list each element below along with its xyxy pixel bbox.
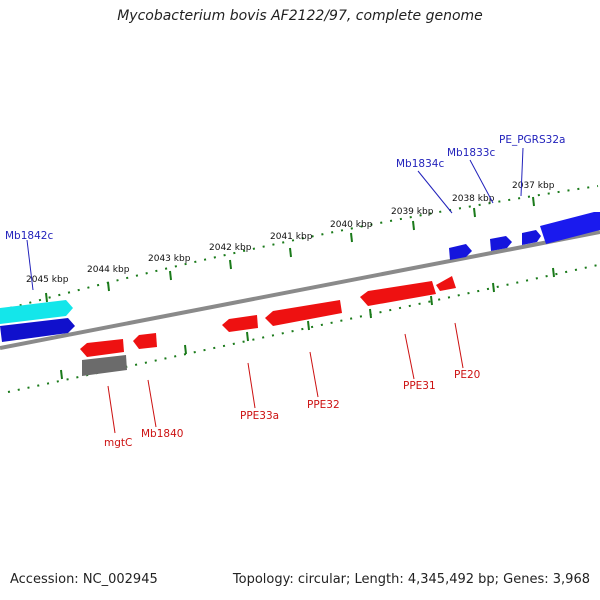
gene-label-ppe33a[interactable]: PPE33a: [240, 410, 279, 422]
inner-ruler-tick: [246, 331, 249, 342]
ruler-label-2043: 2043 kbp: [148, 254, 191, 264]
ruler-label-2045: 2045 kbp: [26, 275, 69, 285]
leader-lines: [26, 147, 524, 291]
ruler-label-2044: 2044 kbp: [87, 265, 130, 275]
gene-label-mb1834c[interactable]: Mb1834c: [396, 158, 444, 170]
inner-ruler-tick: [184, 344, 187, 355]
gene-arrow-forward[interactable]: [0, 318, 75, 342]
inner-ruler-track: [7, 264, 599, 393]
ruler-tick: [107, 281, 110, 292]
outer-ruler-track: [9, 185, 599, 309]
leader-line: [454, 322, 464, 369]
ruler-label-2041: 2041 kbp: [270, 232, 313, 242]
ruler-label-2038: 2038 kbp: [452, 194, 495, 204]
gene-arrow-reverse[interactable]: [360, 281, 436, 306]
leader-line: [469, 159, 494, 204]
leader-line: [107, 385, 116, 434]
gene-arrow-forward[interactable]: [522, 230, 541, 245]
gene-arrow-reverse-gray[interactable]: [82, 355, 127, 376]
gene-arrow-reverse[interactable]: [222, 315, 258, 332]
gene-label-mgtc[interactable]: mgtC: [104, 437, 132, 449]
gene-label-ppe31[interactable]: PPE31: [403, 380, 436, 392]
leader-line: [520, 147, 524, 197]
genome-backbone: [0, 230, 600, 350]
gene-label-pe-pgrs32a[interactable]: PE_PGRS32a: [499, 134, 565, 146]
reverse-genes: [80, 276, 456, 376]
inner-ruler-tick: [430, 295, 433, 306]
ruler-tick: [532, 196, 535, 207]
gene-arrow-forward-cyan[interactable]: [0, 300, 73, 324]
ruler-label-2039: 2039 kbp: [391, 207, 434, 217]
gene-arrow-reverse[interactable]: [80, 339, 124, 357]
gene-arrow-reverse[interactable]: [133, 333, 157, 349]
ruler-label-2040: 2040 kbp: [330, 220, 373, 230]
inner-ruler-tick: [552, 267, 555, 278]
ruler-label-2042: 2042 kbp: [209, 243, 252, 253]
leader-line: [309, 351, 319, 398]
gene-label-ppe32[interactable]: PPE32: [307, 399, 340, 411]
accession-text: Accession: NC_002945: [10, 572, 158, 587]
gene-label-pe20[interactable]: PE20: [454, 369, 480, 381]
gene-arrow-forward[interactable]: [540, 212, 600, 244]
ruler-ticks: [45, 196, 535, 303]
ruler-label-2037: 2037 kbp: [512, 181, 555, 191]
gene-arrow-forward[interactable]: [490, 236, 512, 251]
map-title: Mycobacterium bovis AF2122/97, complete …: [117, 8, 483, 24]
inner-ruler-ticks: [60, 267, 555, 380]
leader-lines-reverse: [107, 322, 464, 434]
ruler-tick: [350, 232, 353, 243]
leader-line: [404, 333, 415, 380]
leader-line: [147, 379, 157, 428]
gene-label-mb1833c[interactable]: Mb1833c: [447, 147, 495, 159]
forward-genes: [0, 212, 600, 342]
gene-label-mb1842c[interactable]: Mb1842c: [5, 230, 53, 242]
ruler-tick: [229, 259, 232, 270]
inner-ruler-tick: [307, 320, 310, 331]
topology-text: Topology: circular; Length: 4,345,492 bp…: [232, 572, 590, 587]
ruler-tick: [412, 220, 415, 231]
inner-ruler-tick: [369, 308, 372, 319]
ruler-tick: [289, 247, 292, 258]
inner-ruler-tick: [492, 282, 495, 293]
gene-arrow-reverse[interactable]: [436, 276, 456, 291]
ruler-tick: [473, 207, 476, 218]
leader-line: [247, 362, 256, 409]
ruler-tick: [169, 270, 172, 281]
ruler-tick: [45, 292, 48, 303]
leader-line: [26, 239, 34, 291]
leader-line: [417, 170, 453, 214]
inner-ruler-tick: [60, 369, 63, 380]
gene-arrow-reverse[interactable]: [265, 300, 342, 326]
gene-arrow-forward[interactable]: [449, 244, 472, 260]
gene-label-mb1840[interactable]: Mb1840: [141, 428, 183, 440]
